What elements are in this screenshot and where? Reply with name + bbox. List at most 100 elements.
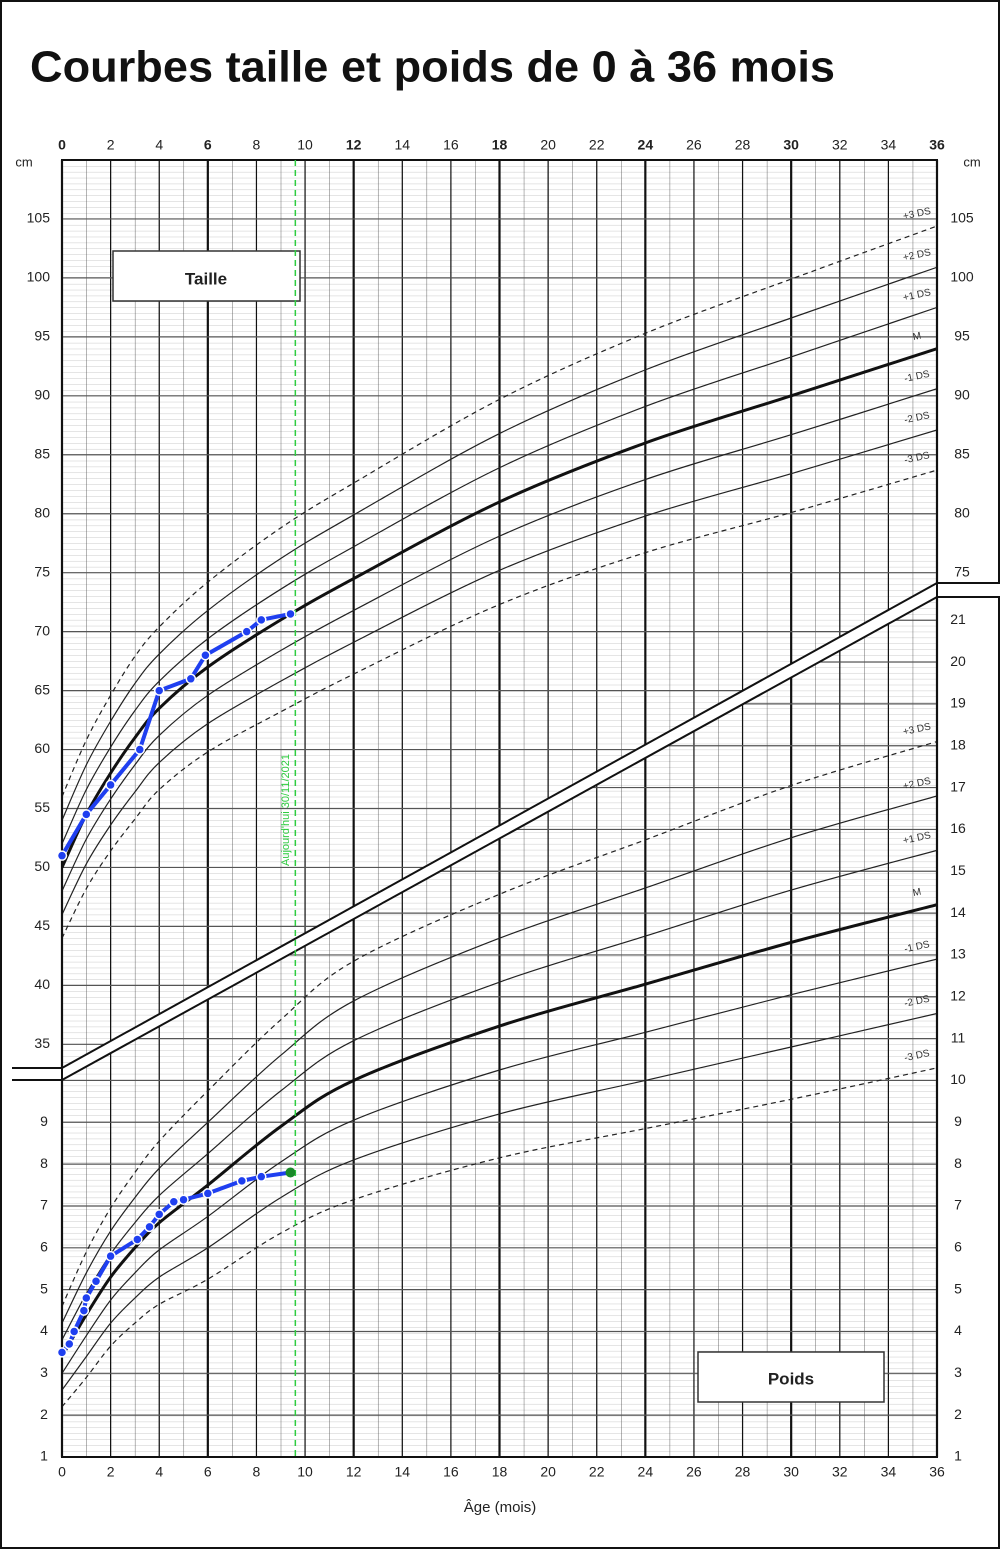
- y-tick-label: 17: [950, 778, 966, 794]
- patient-point: [105, 1250, 116, 1262]
- unit-label: cm: [15, 154, 32, 169]
- curve-label: -1 DS: [903, 939, 931, 955]
- y-tick-label: 75: [34, 563, 50, 579]
- patient-point: [256, 1171, 267, 1182]
- x-tick-label: 2: [107, 137, 115, 153]
- patient-point: [105, 779, 116, 791]
- y-tick-label: 1: [40, 1448, 48, 1464]
- x-tick-label: 26: [686, 137, 702, 153]
- patient-point: [132, 1234, 143, 1245]
- x-tick-label: 12: [346, 1464, 362, 1480]
- x-tick-label: 10: [297, 1464, 313, 1480]
- x-tick-label: 14: [394, 1464, 410, 1480]
- y-tick-label: 80: [954, 504, 970, 520]
- patient-point: [78, 1305, 90, 1316]
- curve-label: -1 DS: [903, 369, 931, 385]
- y-tick-label: 9: [954, 1113, 962, 1129]
- x-tick-label: 4: [155, 1464, 163, 1480]
- patient-point: [81, 809, 92, 820]
- patient-point: [56, 850, 68, 861]
- x-tick-label: 12: [346, 137, 362, 153]
- unit-label: cm: [963, 154, 980, 169]
- y-tick-label: 5: [40, 1280, 48, 1296]
- y-tick-label: 55: [34, 799, 50, 815]
- y-tick-label: 2: [954, 1406, 962, 1422]
- y-tick-label: 105: [950, 210, 974, 226]
- y-tick-label: 8: [954, 1155, 962, 1171]
- scale-break: [12, 582, 1000, 1081]
- y-tick-label: 4: [40, 1322, 48, 1338]
- x-tick-label: 28: [735, 1464, 751, 1480]
- x-tick-label: 24: [638, 137, 654, 153]
- x-tick-label: 36: [929, 1464, 945, 1480]
- y-tick-label: 14: [950, 904, 966, 920]
- plot-frame: [61, 159, 938, 1458]
- y-tick-label: 5: [954, 1280, 962, 1296]
- reference-curve: [62, 347, 937, 869]
- x-tick-label: 30: [783, 137, 799, 153]
- patient-point: [144, 1221, 155, 1233]
- chart-title: Courbes taille et poids de 0 à 36 mois: [30, 43, 835, 92]
- y-tick-label: 45: [34, 917, 50, 933]
- curve-label: -3 DS: [903, 450, 931, 466]
- y-tick-label: 40: [34, 976, 50, 992]
- y-tick-label: 10: [950, 1071, 966, 1087]
- patient-point: [185, 673, 197, 685]
- patient-point: [153, 1209, 165, 1220]
- y-tick-label: 4: [954, 1322, 962, 1338]
- y-tick-label: 1: [954, 1448, 962, 1464]
- reference-curve: [62, 225, 937, 797]
- x-tick-label: 2: [107, 1464, 115, 1480]
- patient-point: [68, 1326, 80, 1337]
- patient-point: [168, 1196, 180, 1208]
- y-tick-label: 95: [954, 328, 970, 344]
- x-tick-label: 20: [540, 1464, 556, 1480]
- x-tick-label: 24: [638, 1464, 654, 1480]
- y-tick-label: 3: [954, 1364, 962, 1380]
- patient-line: [60, 611, 291, 857]
- patient-point: [64, 1338, 75, 1350]
- patient-point: [178, 1194, 189, 1205]
- patient-point: [241, 626, 252, 637]
- reference-curve: [62, 306, 937, 845]
- x-tick-label: 32: [832, 137, 848, 153]
- x-tick-label: 0: [58, 137, 66, 153]
- panel-label: Poids: [768, 1369, 814, 1388]
- patient-point: [200, 649, 211, 661]
- curve-label: M: [912, 887, 922, 899]
- y-tick-label: 2: [40, 1406, 48, 1422]
- x-tick-label: 30: [783, 1464, 799, 1480]
- x-tick-label: 16: [443, 1464, 459, 1480]
- y-tick-label: 100: [27, 269, 51, 285]
- x-tick-label: 6: [204, 1464, 212, 1480]
- x-tick-label: 28: [735, 137, 751, 153]
- reference-curve: [62, 1067, 937, 1408]
- y-tick-label: 95: [34, 328, 50, 344]
- y-tick-label: 85: [954, 445, 970, 461]
- y-tick-label: 105: [27, 210, 51, 226]
- x-tick-label: 22: [589, 1464, 605, 1480]
- reference-curve: [62, 903, 937, 1358]
- curve-label: -3 DS: [903, 1048, 931, 1064]
- x-tick-label: 16: [443, 137, 459, 153]
- x-axis-title: Âge (mois): [464, 1499, 537, 1516]
- x-tick-label: 4: [155, 137, 163, 153]
- patient-point: [236, 1175, 248, 1187]
- y-tick-label: 80: [34, 504, 50, 520]
- y-tick-label: 12: [950, 987, 966, 1003]
- x-tick-label: 34: [881, 1464, 897, 1480]
- y-tick-label: 75: [954, 563, 970, 579]
- y-tick-label: 50: [34, 858, 50, 874]
- y-tick-label: 90: [34, 387, 50, 403]
- reference-curve: [62, 266, 937, 821]
- y-tick-label: 7: [40, 1197, 48, 1213]
- x-tick-label: 26: [686, 1464, 702, 1480]
- reference-curve: [62, 795, 937, 1324]
- y-tick-label: 11: [951, 1029, 966, 1045]
- y-tick-label: 3: [40, 1364, 48, 1380]
- x-tick-label: 14: [394, 137, 410, 153]
- y-tick-label: 70: [34, 622, 50, 638]
- y-tick-label: 15: [950, 862, 966, 878]
- y-tick-label: 13: [950, 946, 966, 962]
